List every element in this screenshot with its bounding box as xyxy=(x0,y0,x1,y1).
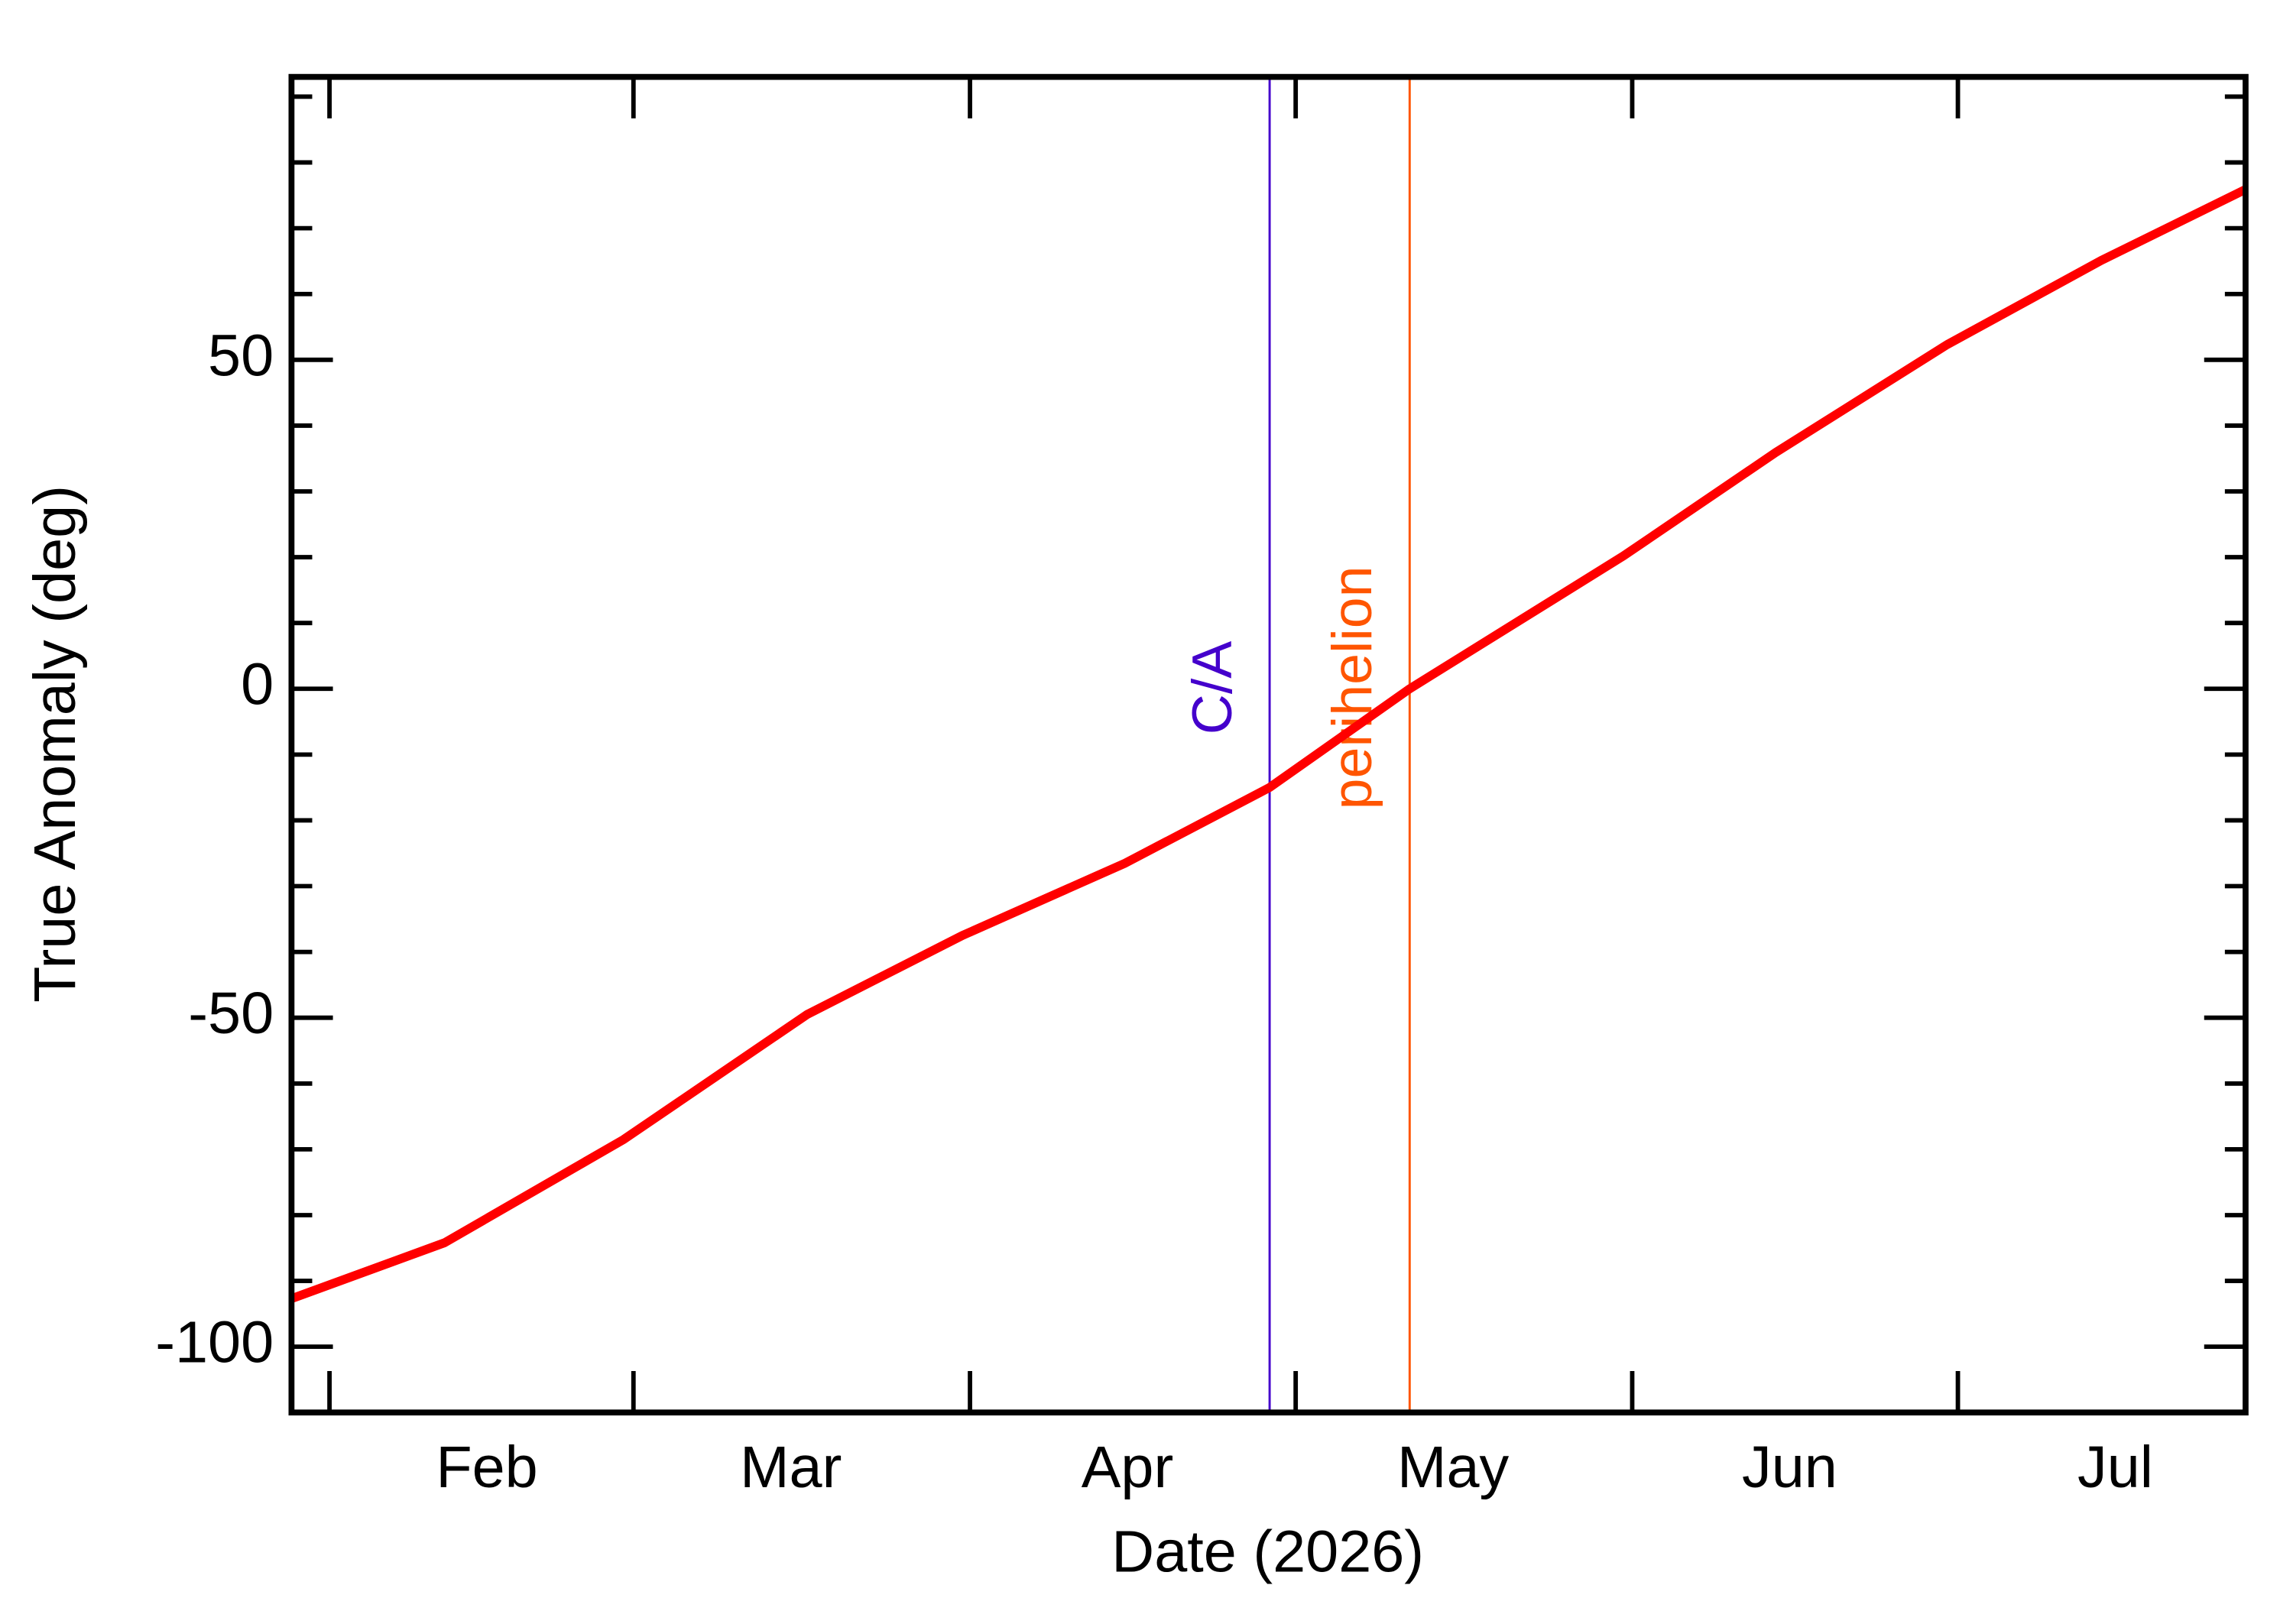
x-tick-label: Mar xyxy=(740,1434,842,1500)
y-axis-title: True Anomaly (deg) xyxy=(22,485,88,1003)
x-tick-label: Jul xyxy=(2077,1434,2153,1500)
y-tick-label: 0 xyxy=(241,652,274,718)
x-tick-label: May xyxy=(1397,1434,1510,1500)
y-tick-label: 50 xyxy=(208,323,274,388)
x-tick-label: Apr xyxy=(1082,1434,1173,1500)
x-axis-title: Date (2026) xyxy=(1111,1519,1424,1584)
plot-frame xyxy=(288,73,2249,1416)
marker-label: perihelion xyxy=(1320,566,1383,809)
x-tick-label: Jun xyxy=(1742,1434,1837,1500)
y-tick-label: -100 xyxy=(155,1310,274,1376)
x-tick-label: Feb xyxy=(436,1434,537,1500)
y-tick-label: -50 xyxy=(188,981,274,1046)
data-line xyxy=(291,185,2246,1303)
marker-label: C/A xyxy=(1180,641,1244,735)
